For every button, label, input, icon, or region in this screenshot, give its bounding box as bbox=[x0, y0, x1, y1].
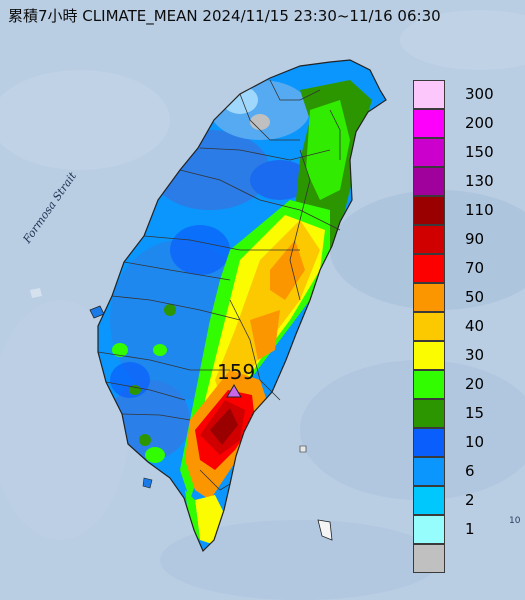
legend-label: 200 bbox=[465, 114, 494, 132]
legend-label: 90 bbox=[465, 230, 485, 248]
legend-swatch bbox=[413, 80, 445, 109]
map-title: 累積7小時 CLIMATE_MEAN 2024/11/15 23:30~11/1… bbox=[8, 7, 441, 25]
legend-label: 150 bbox=[465, 143, 494, 161]
legend-label: 50 bbox=[465, 288, 485, 306]
legend-label: 30 bbox=[465, 346, 485, 364]
legend-swatch bbox=[413, 254, 445, 283]
legend-swatch bbox=[413, 428, 445, 457]
legend-label: 2 bbox=[465, 491, 475, 509]
legend-swatch bbox=[413, 225, 445, 254]
legend-swatch bbox=[413, 312, 445, 341]
legend-swatch bbox=[413, 138, 445, 167]
legend-label: 130 bbox=[465, 172, 494, 190]
max-station-value: 159 bbox=[217, 360, 256, 384]
legend-swatch bbox=[413, 370, 445, 399]
legend-label: 10 bbox=[465, 433, 485, 451]
legend-swatch bbox=[413, 515, 445, 544]
legend-label: 6 bbox=[465, 462, 475, 480]
edge-label: 10 bbox=[509, 516, 521, 526]
islands bbox=[30, 288, 333, 541]
legend-swatch bbox=[413, 544, 445, 573]
triangle-marker-icon bbox=[226, 384, 242, 398]
legend-swatch bbox=[413, 196, 445, 225]
legend-label: 15 bbox=[465, 404, 485, 422]
county-boundaries bbox=[97, 79, 341, 491]
legend-swatch bbox=[413, 109, 445, 138]
legend-label: 70 bbox=[465, 259, 485, 277]
legend-label: 20 bbox=[465, 375, 485, 393]
legend-swatch bbox=[413, 283, 445, 312]
legend-label: 1 bbox=[465, 520, 475, 538]
legend-label: 40 bbox=[465, 317, 485, 335]
legend-swatch bbox=[413, 457, 445, 486]
legend-swatch bbox=[413, 341, 445, 370]
legend-swatch bbox=[413, 399, 445, 428]
legend: 300 200 150 130 110 90 70 50 40 30 20 15 10 6 2 1 bbox=[413, 80, 511, 573]
legend-swatch bbox=[413, 167, 445, 196]
legend-label: 110 bbox=[465, 201, 494, 219]
legend-swatch bbox=[413, 486, 445, 515]
legend-label: 300 bbox=[465, 85, 494, 103]
